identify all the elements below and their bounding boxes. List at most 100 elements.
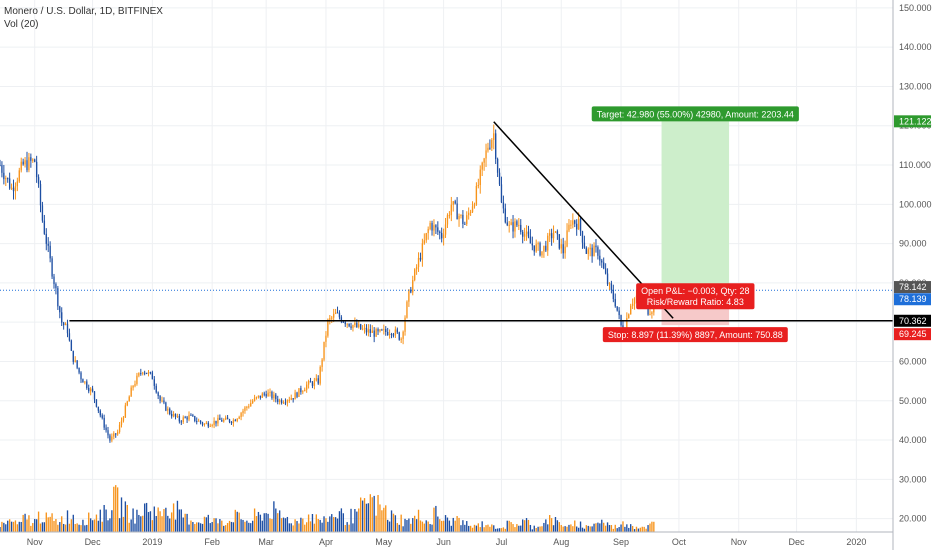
candle-body xyxy=(365,327,368,333)
pnl-badge[interactable]: Open P&L: −0.003, Qty: 28 Risk/Reward Ra… xyxy=(636,283,755,310)
stop-badge[interactable]: Stop: 8.897 (11.39%) 8897, Amount: 750.8… xyxy=(602,327,788,343)
candle-body xyxy=(549,233,551,236)
target-badge[interactable]: Target: 42.980 (55.00%) 42980, Amount: 2… xyxy=(591,106,799,122)
volume-indicator-title[interactable]: Vol (20) xyxy=(4,19,39,30)
volume-bar xyxy=(410,523,412,532)
volume-bar xyxy=(558,522,561,532)
volume-bar xyxy=(610,525,613,532)
candle-body xyxy=(55,284,57,289)
candle-body xyxy=(286,400,289,403)
candle-body xyxy=(93,391,96,400)
target-badge-bg xyxy=(591,106,799,122)
y-tick-label: 90.000 xyxy=(899,239,927,249)
volume-bar xyxy=(257,511,260,532)
volume-bar xyxy=(352,523,354,532)
candle-body xyxy=(454,201,456,204)
candle-body xyxy=(400,338,402,340)
grid xyxy=(0,0,893,532)
volume-bar xyxy=(78,524,80,532)
candle-body xyxy=(332,313,335,318)
volume-bar xyxy=(396,523,398,532)
volume-bar xyxy=(292,525,294,532)
candle-body xyxy=(167,408,169,411)
volume-bar xyxy=(525,518,528,532)
volume-bar xyxy=(539,526,541,532)
volume-bar xyxy=(311,514,314,532)
volume-bar xyxy=(421,521,424,532)
target-zone[interactable] xyxy=(661,121,730,291)
candle-body xyxy=(591,247,593,257)
current-price-tag-bg xyxy=(894,293,931,306)
candle-body xyxy=(201,422,204,425)
candle-body xyxy=(574,220,576,224)
volume-bar xyxy=(604,525,607,532)
volume-bar xyxy=(101,521,103,532)
volume-bar xyxy=(392,513,395,532)
volume-bar xyxy=(375,515,377,532)
candle-body xyxy=(1,165,3,173)
candle-body xyxy=(433,225,435,231)
candle-body xyxy=(203,423,206,425)
candle-body xyxy=(288,399,290,401)
candle-body xyxy=(236,418,238,422)
volume-bar xyxy=(577,527,580,532)
drawings[interactable] xyxy=(0,121,893,322)
candle-body xyxy=(450,204,452,216)
candle-body xyxy=(564,246,566,254)
candle-body xyxy=(53,276,55,285)
volume-bar xyxy=(444,515,447,532)
x-tick-label: Oct xyxy=(672,537,687,547)
volume-bar xyxy=(543,522,545,532)
volume-bar xyxy=(466,521,468,532)
candle-body xyxy=(7,178,9,180)
candle-body xyxy=(456,203,458,220)
volume-bar xyxy=(334,517,337,532)
volume-bar xyxy=(255,516,258,532)
candle-body xyxy=(178,415,181,422)
candle-body xyxy=(379,329,381,332)
candle-body xyxy=(51,258,53,277)
candle-body xyxy=(529,236,532,244)
volume-bar xyxy=(205,517,208,532)
volume-bar xyxy=(284,518,287,532)
volume-bar xyxy=(651,521,653,532)
volume-bar xyxy=(250,523,252,532)
volume-bar xyxy=(221,520,223,532)
candle-body xyxy=(518,224,520,226)
symbol-title[interactable]: Monero / U.S. Dollar, 1D, BITFINEX xyxy=(4,6,163,17)
volume-bar xyxy=(315,514,317,532)
volume-bar xyxy=(35,519,38,532)
candle-body xyxy=(66,323,69,334)
volume-bar xyxy=(574,520,576,532)
volume-bar xyxy=(520,525,522,532)
volume-bar xyxy=(14,520,17,532)
volume-bar xyxy=(12,521,15,532)
volume-bar xyxy=(442,520,445,532)
candle-body xyxy=(257,395,260,397)
volume-bar xyxy=(402,526,404,532)
candle-body xyxy=(138,373,140,376)
candle-body xyxy=(483,158,485,163)
volume-bar xyxy=(427,521,429,532)
volume-bar xyxy=(8,519,11,532)
volume-bar xyxy=(70,519,73,532)
candle-body xyxy=(91,388,94,392)
volume-bar xyxy=(471,527,474,532)
volume-bar xyxy=(61,516,63,532)
candle-body xyxy=(414,269,416,281)
volume-bar xyxy=(502,527,505,532)
candle-body xyxy=(163,400,165,403)
y-tick-label: 40.000 xyxy=(899,435,927,445)
candle-body xyxy=(157,392,159,396)
candle-body xyxy=(346,323,348,325)
candle-body xyxy=(275,394,277,400)
candle-body xyxy=(130,387,132,397)
candle-body xyxy=(209,425,211,427)
volume-bar xyxy=(404,518,406,532)
volume-bar xyxy=(412,518,414,532)
candle-body xyxy=(595,245,597,248)
candle-body xyxy=(606,273,609,285)
candle-body xyxy=(498,172,501,185)
